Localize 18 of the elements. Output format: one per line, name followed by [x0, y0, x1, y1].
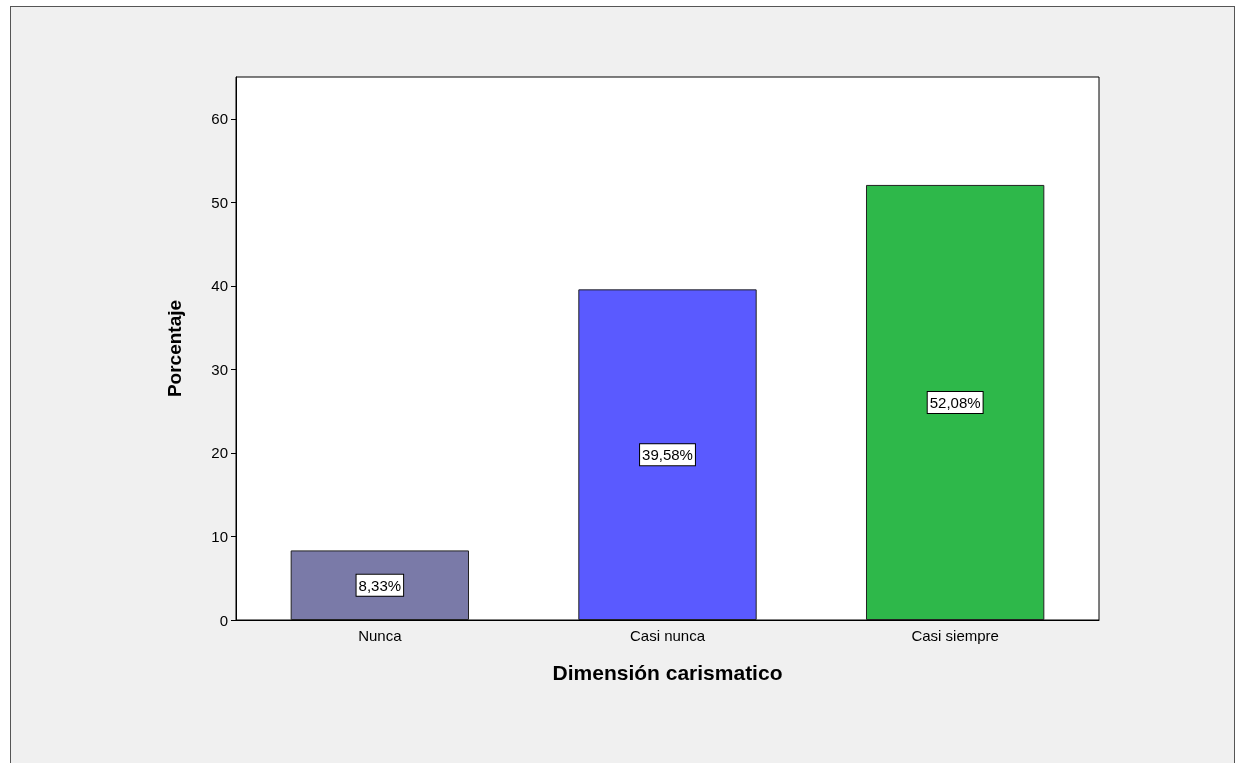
bar: [578, 289, 757, 620]
bar: [865, 184, 1045, 620]
x-tick-label: Nunca: [358, 627, 403, 644]
data-label: 8,33%: [358, 576, 402, 594]
y-tick-label: 10: [211, 527, 228, 545]
x-axis-title: Dimensión carismatico: [552, 661, 783, 684]
x-tick-label: Casi siempre: [911, 627, 999, 644]
x-tick-label: Casi nunca: [629, 627, 706, 644]
y-tick-label: 20: [211, 444, 228, 462]
data-label: 52,08%: [929, 393, 981, 411]
y-axis-title: Porcentaje: [164, 299, 185, 398]
y-tick-label: 50: [211, 193, 228, 211]
data-label: 39,58%: [642, 446, 693, 464]
bar: [290, 550, 470, 620]
y-tick-label: 60: [211, 110, 228, 128]
y-tick-label: 40: [211, 277, 228, 295]
y-tick-label: 30: [211, 360, 228, 378]
y-tick-label: 0: [219, 611, 228, 629]
